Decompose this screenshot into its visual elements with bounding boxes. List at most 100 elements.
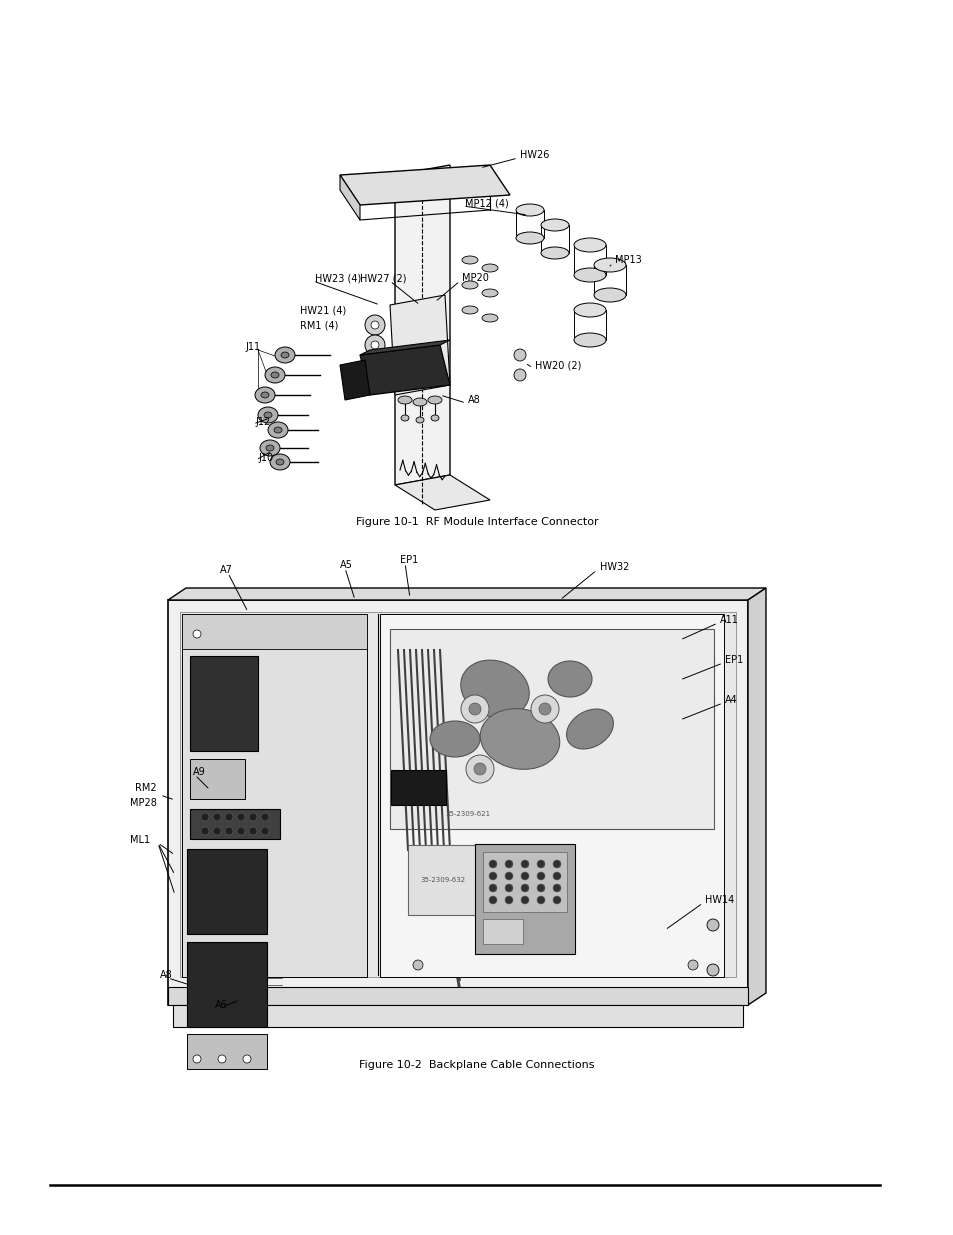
Ellipse shape [461,256,477,264]
Circle shape [261,813,269,821]
Text: HW21 (4): HW21 (4) [299,305,346,315]
Text: RM1 (4): RM1 (4) [299,320,338,330]
Polygon shape [395,165,450,485]
Ellipse shape [540,219,568,231]
Text: HW32: HW32 [599,562,629,572]
Bar [172,1005,742,1028]
Circle shape [201,827,209,835]
Ellipse shape [574,303,605,317]
Circle shape [236,827,245,835]
Text: J12: J12 [254,417,270,427]
Ellipse shape [413,398,427,406]
Circle shape [474,763,485,776]
Text: J10: J10 [257,453,273,463]
Bar [482,852,566,911]
Circle shape [413,960,422,969]
Text: A8: A8 [468,395,480,405]
Ellipse shape [274,427,282,433]
Text: MP28: MP28 [130,798,156,808]
Ellipse shape [430,721,479,757]
Text: Figure 10-2  Backplane Cable Connections: Figure 10-2 Backplane Cable Connections [359,1060,594,1070]
Circle shape [249,813,256,821]
Circle shape [371,321,378,329]
Circle shape [520,860,529,868]
Ellipse shape [271,372,278,378]
Ellipse shape [516,232,543,245]
Bar [391,769,446,805]
Ellipse shape [254,387,274,403]
Circle shape [489,897,497,904]
Circle shape [365,335,385,354]
Text: HW14: HW14 [704,895,734,905]
Circle shape [553,872,560,881]
Circle shape [489,860,497,868]
Ellipse shape [461,282,477,289]
Circle shape [553,897,560,904]
Circle shape [225,827,233,835]
Circle shape [460,695,489,722]
Circle shape [465,755,494,783]
Circle shape [514,369,525,382]
Polygon shape [359,340,450,354]
Ellipse shape [265,367,285,383]
Circle shape [687,960,698,969]
Circle shape [514,350,525,361]
Circle shape [489,884,497,892]
Ellipse shape [574,238,605,252]
Ellipse shape [481,289,497,296]
Circle shape [261,827,269,835]
Text: HW23 (4): HW23 (4) [314,273,361,283]
Circle shape [218,1055,226,1063]
Circle shape [504,860,513,868]
Circle shape [537,872,544,881]
Ellipse shape [574,333,605,347]
Circle shape [504,872,513,881]
Circle shape [225,813,233,821]
Bar [168,600,747,1005]
Bar [379,614,723,977]
Text: A8: A8 [160,969,172,981]
Circle shape [193,1055,201,1063]
Text: A4: A4 [724,695,737,705]
Circle shape [538,703,551,715]
Ellipse shape [594,258,625,272]
Ellipse shape [574,268,605,282]
Text: MP20: MP20 [461,273,488,283]
Text: HW26: HW26 [519,149,549,161]
Text: MP12 (4): MP12 (4) [464,198,508,207]
Ellipse shape [431,415,438,421]
Text: EP1: EP1 [399,555,417,564]
Text: MP13: MP13 [615,254,641,266]
Circle shape [553,884,560,892]
Bar [182,614,367,650]
Circle shape [537,897,544,904]
Ellipse shape [547,661,592,697]
Ellipse shape [266,445,274,451]
Polygon shape [390,295,450,395]
Ellipse shape [516,204,543,216]
Text: HW27 (2): HW27 (2) [359,273,406,283]
Ellipse shape [416,417,423,424]
Circle shape [193,630,201,638]
Circle shape [489,872,497,881]
Bar [182,614,367,977]
Text: A5: A5 [339,559,353,571]
Circle shape [706,965,719,976]
Bar [190,809,280,839]
Ellipse shape [264,412,272,417]
Ellipse shape [260,440,280,456]
Bar [390,629,713,829]
Bar [482,919,522,944]
Bar [475,844,575,953]
Circle shape [520,872,529,881]
Text: HW20 (2): HW20 (2) [535,359,580,370]
Text: 35-2309-621: 35-2309-621 [444,811,490,818]
Bar [187,942,267,1028]
Polygon shape [339,175,359,220]
Ellipse shape [481,314,497,322]
Circle shape [537,884,544,892]
Ellipse shape [275,459,284,466]
Text: RM2: RM2 [135,783,156,793]
Polygon shape [168,588,765,600]
Ellipse shape [274,347,294,363]
